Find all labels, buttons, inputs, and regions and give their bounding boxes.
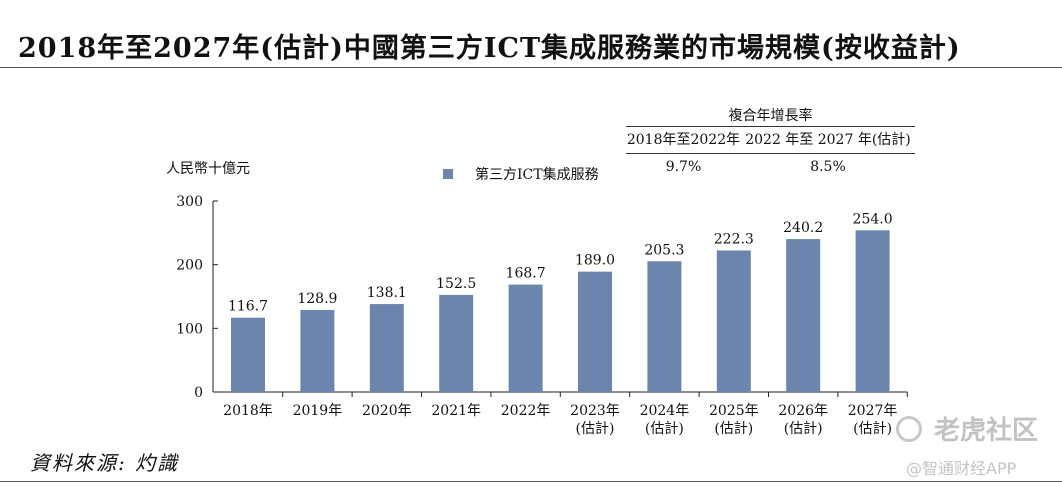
watermark-primary-text: 老虎社区 (934, 416, 1039, 446)
x-tick-label: 2022年 (501, 403, 551, 419)
y-tick-label: 300 (176, 194, 203, 210)
cagr-periods-row: 2018年至2022年 2022 年至 2027 年(估計) (626, 127, 915, 154)
x-tick-label: 2020年 (362, 403, 412, 419)
cagr-values-row: 9.7% 8.5% (626, 154, 915, 180)
y-tick-label: 200 (176, 258, 203, 274)
x-tick-label: 2026年 (778, 403, 828, 419)
data-label: 254.0 (853, 211, 893, 227)
bar (508, 284, 543, 392)
y-tick-label: 0 (194, 385, 203, 401)
x-tick-label: 2021年 (431, 403, 481, 419)
x-tick-label: (估計) (714, 421, 753, 437)
y-axis-label: 人民幣十億元 (166, 161, 250, 177)
watermark-secondary: @智通财经APP (906, 459, 1017, 478)
legend-swatch (443, 169, 453, 179)
x-tick-label: 2023年 (570, 403, 620, 419)
chart-title: 2018年至2027年(估計)中國第三方ICT集成服務業的市場規模(按收益計) (18, 33, 961, 64)
data-label: 222.3 (714, 231, 754, 247)
cagr-value-1: 9.7% (665, 159, 702, 175)
bar (439, 294, 474, 392)
watermark-primary: 老虎社区 (896, 410, 1038, 447)
bar (578, 271, 612, 392)
data-label: 168.7 (506, 266, 546, 282)
bar (231, 317, 265, 392)
data-label: 240.2 (783, 220, 823, 236)
x-tick-label: 2027年 (848, 403, 898, 419)
x-tick-label: 2024年 (640, 403, 690, 419)
x-tick-label: 2025年 (709, 403, 759, 419)
x-tick-label: (估計) (645, 421, 684, 437)
bar (716, 250, 751, 392)
title-divider (0, 67, 1062, 68)
data-label: 152.5 (436, 276, 476, 292)
data-label: 205.3 (644, 242, 684, 258)
cagr-period-1: 2018年至2022年 (626, 132, 741, 148)
source-note: 資料來源: 灼識 (30, 451, 180, 475)
x-tick-label: (估計) (784, 421, 823, 437)
cagr-period-2: 2022 年至 2027 年(估計) (745, 132, 911, 148)
bar (369, 304, 404, 392)
x-tick-label: (估計) (853, 421, 892, 437)
cagr-value-2: 8.5% (810, 159, 846, 175)
y-tick-label: 100 (176, 321, 203, 337)
x-tick-label: 2018年 (223, 403, 273, 419)
data-label: 189.0 (575, 253, 615, 269)
x-tick-label: (估計) (576, 421, 615, 437)
bar (786, 239, 821, 392)
watermark-logo-icon (896, 415, 922, 442)
data-label: 128.9 (297, 291, 337, 307)
legend-label: 第三方ICT集成服務 (475, 167, 599, 183)
bar (300, 309, 335, 392)
x-tick-label: 2019年 (293, 403, 343, 419)
bar (647, 261, 682, 392)
bottom-divider (0, 481, 1062, 482)
bar (855, 230, 890, 392)
cagr-table: 複合年增長率 2018年至2022年 2022 年至 2027 年(估計) 9.… (626, 106, 915, 180)
data-label: 138.1 (367, 285, 407, 301)
cagr-header: 複合年增長率 (626, 106, 915, 127)
data-label: 116.7 (228, 299, 268, 315)
legend: 第三方ICT集成服務 (443, 164, 599, 184)
